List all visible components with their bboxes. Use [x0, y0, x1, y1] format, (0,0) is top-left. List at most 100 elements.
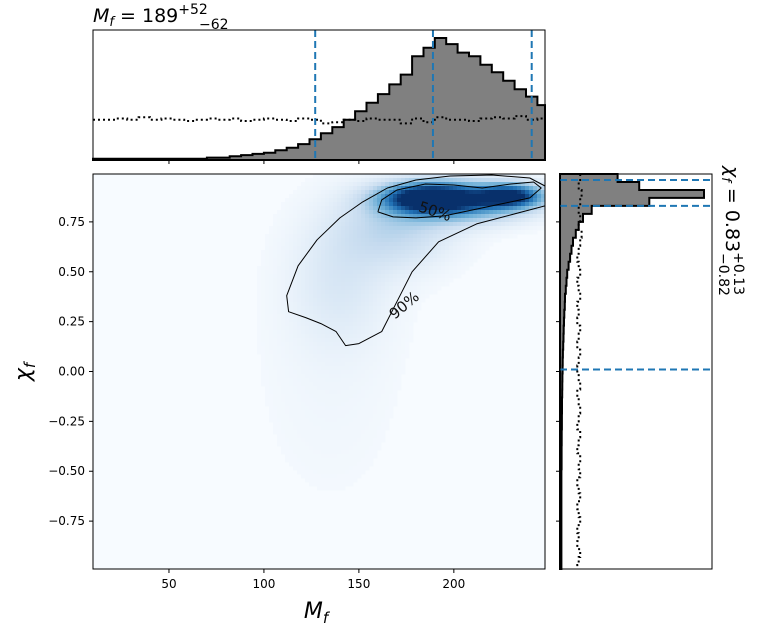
density-cell: [349, 478, 354, 483]
density-cell: [461, 198, 466, 203]
density-cell: [333, 290, 338, 295]
density-cell: [481, 202, 486, 207]
density-cell: [289, 386, 294, 391]
density-cell: [337, 310, 342, 315]
density-cell: [429, 210, 434, 215]
density-cell: [297, 274, 302, 279]
density-cell: [277, 246, 282, 251]
density-cell: [393, 334, 398, 339]
density-cell: [393, 338, 398, 343]
density-cell: [281, 270, 286, 275]
density-cell: [341, 438, 346, 443]
density-cell: [397, 206, 402, 211]
density-cell: [317, 286, 322, 291]
density-cell: [329, 438, 334, 443]
density-cell: [273, 338, 278, 343]
density-cell: [369, 434, 374, 439]
density-cell: [313, 266, 318, 271]
density-cell: [377, 370, 382, 375]
density-cell: [313, 318, 318, 323]
density-cell: [281, 262, 286, 267]
density-cell: [497, 186, 502, 191]
density-cell: [349, 354, 354, 359]
density-cell: [401, 258, 406, 263]
density-cell: [277, 398, 282, 403]
density-cell: [293, 242, 298, 247]
density-cell: [325, 358, 330, 363]
density-cell: [317, 434, 322, 439]
density-cell: [445, 270, 450, 275]
density-cell: [333, 278, 338, 283]
density-cell: [345, 350, 350, 355]
density-cell: [469, 194, 474, 199]
density-cell: [353, 242, 358, 247]
density-cell: [409, 214, 414, 219]
density-cell: [445, 230, 450, 235]
density-cell: [273, 286, 278, 291]
density-cell: [381, 302, 386, 307]
density-cell: [405, 322, 410, 327]
density-cell: [353, 246, 358, 251]
density-cell: [333, 422, 338, 427]
density-cell: [297, 358, 302, 363]
density-cell: [437, 198, 442, 203]
density-cell: [321, 258, 326, 263]
density-cell: [449, 226, 454, 231]
density-cell: [541, 198, 545, 203]
density-cell: [333, 242, 338, 247]
density-cell: [393, 274, 398, 279]
density-cell: [309, 278, 314, 283]
density-cell: [425, 194, 430, 199]
density-cell: [361, 266, 366, 271]
density-cell: [365, 394, 370, 399]
density-cell: [269, 230, 274, 235]
density-cell: [337, 442, 342, 447]
density-cell: [261, 306, 266, 311]
density-cell: [405, 266, 410, 271]
density-cell: [321, 242, 326, 247]
density-cell: [329, 414, 334, 419]
density-cell: [349, 394, 354, 399]
density-cell: [401, 226, 406, 231]
density-cell: [441, 222, 446, 227]
density-cell: [273, 218, 278, 223]
density-cell: [277, 382, 282, 387]
density-cell: [281, 414, 286, 419]
density-cell: [313, 182, 318, 187]
density-cell: [297, 202, 302, 207]
density-cell: [441, 202, 446, 207]
density-cell: [269, 406, 274, 411]
density-cell: [301, 446, 306, 451]
density-cell: [345, 338, 350, 343]
density-cell: [329, 290, 334, 295]
density-cell: [453, 182, 458, 187]
density-cell: [353, 222, 358, 227]
density-cell: [461, 270, 466, 275]
density-cell: [437, 218, 442, 223]
density-cell: [337, 214, 342, 219]
density-cell: [277, 338, 282, 343]
density-cell: [377, 274, 382, 279]
density-cell: [365, 246, 370, 251]
density-cell: [333, 470, 338, 475]
density-cell: [369, 326, 374, 331]
density-cell: [385, 270, 390, 275]
density-cell: [361, 322, 366, 327]
density-cell: [333, 334, 338, 339]
density-cell: [441, 206, 446, 211]
density-cell: [317, 338, 322, 343]
density-cell: [309, 358, 314, 363]
density-cell: [345, 442, 350, 447]
density-cell: [293, 202, 298, 207]
density-cell: [277, 274, 282, 279]
density-cell: [429, 262, 434, 267]
density-cell: [261, 258, 266, 263]
density-cell: [433, 254, 438, 259]
density-cell: [381, 334, 386, 339]
density-cell: [429, 174, 434, 179]
density-cell: [377, 446, 382, 451]
density-cell: [285, 346, 290, 351]
density-cell: [413, 274, 418, 279]
density-cell: [489, 206, 494, 211]
density-cell: [389, 234, 394, 239]
